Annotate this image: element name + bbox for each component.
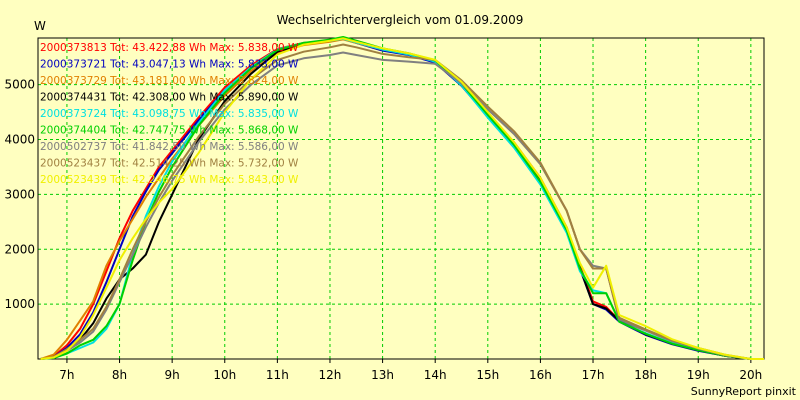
y-tick-label: 3000 <box>4 187 35 201</box>
y-tick-label: 2000 <box>4 242 35 256</box>
series-lines <box>40 36 764 360</box>
x-tick-label: 9h <box>165 368 180 382</box>
x-tick-label: 19h <box>687 368 710 382</box>
axis-ticks: 7h 8h 9h 10h 11h 12h 13h 14h 15h 16h 17h 18h 19h 20h 1… <box>4 78 762 382</box>
series-line <box>40 36 764 360</box>
series-line <box>40 43 764 360</box>
legend-entry: 2000523437 Tot: 42.514,25 Wh Max: 5.732,… <box>40 158 299 170</box>
x-tick-label: 12h <box>319 368 342 382</box>
y-tick-label: 4000 <box>4 133 35 147</box>
x-tick-label: 14h <box>424 368 447 382</box>
x-tick-label: 7h <box>59 368 74 382</box>
y-axis-label: W <box>34 19 46 33</box>
chart-title: Wechselrichtervergleich vom 01.09.2009 <box>277 13 524 27</box>
series-line <box>40 51 764 360</box>
legend-entry: 2000373729 Tot: 43.181,00 Wh Max: 5.824,… <box>40 75 299 87</box>
y-tick-label: 5000 <box>4 78 35 92</box>
x-tick-label: 20h <box>739 368 762 382</box>
legend-entry: 2000373813 Tot: 43.422,88 Wh Max: 5.838,… <box>40 42 299 54</box>
plot-area <box>37 37 765 360</box>
legend-entry: 2000502737 Tot: 41.842,50 Wh Max: 5.586,… <box>40 141 299 153</box>
legend-entry: 2000374404 Tot: 42.747,75 Wh Max: 5.868,… <box>40 125 299 137</box>
series-line <box>40 37 764 360</box>
footer-credit: SunnyReport pinxit <box>691 385 797 398</box>
legend-entry: 2000523439 Tot: 42.246,75 Wh Max: 5.843,… <box>40 174 299 186</box>
x-tick-label: 10h <box>213 368 236 382</box>
legend-entry: 2000373724 Tot: 43.098,75 Wh Max: 5.835,… <box>40 108 299 120</box>
x-tick-label: 15h <box>476 368 499 382</box>
grid-lines <box>38 38 764 359</box>
x-tick-label: 11h <box>266 368 289 382</box>
x-tick-label: 18h <box>634 368 657 382</box>
x-tick-label: 16h <box>529 368 552 382</box>
x-tick-label: 13h <box>371 368 394 382</box>
legend-entry: 2000373721 Tot: 43.047,13 Wh Max: 5.833,… <box>40 59 299 71</box>
series-line <box>40 38 764 360</box>
legend-entry: 2000374431 Tot: 42.308,00 Wh Max: 5.890,… <box>40 92 299 104</box>
x-tick-label: 17h <box>582 368 605 382</box>
y-tick-label: 1000 <box>4 297 35 311</box>
x-tick-label: 8h <box>112 368 127 382</box>
legend: 2000373813 Tot: 43.422,88 Wh Max: 5.838,… <box>40 42 299 186</box>
